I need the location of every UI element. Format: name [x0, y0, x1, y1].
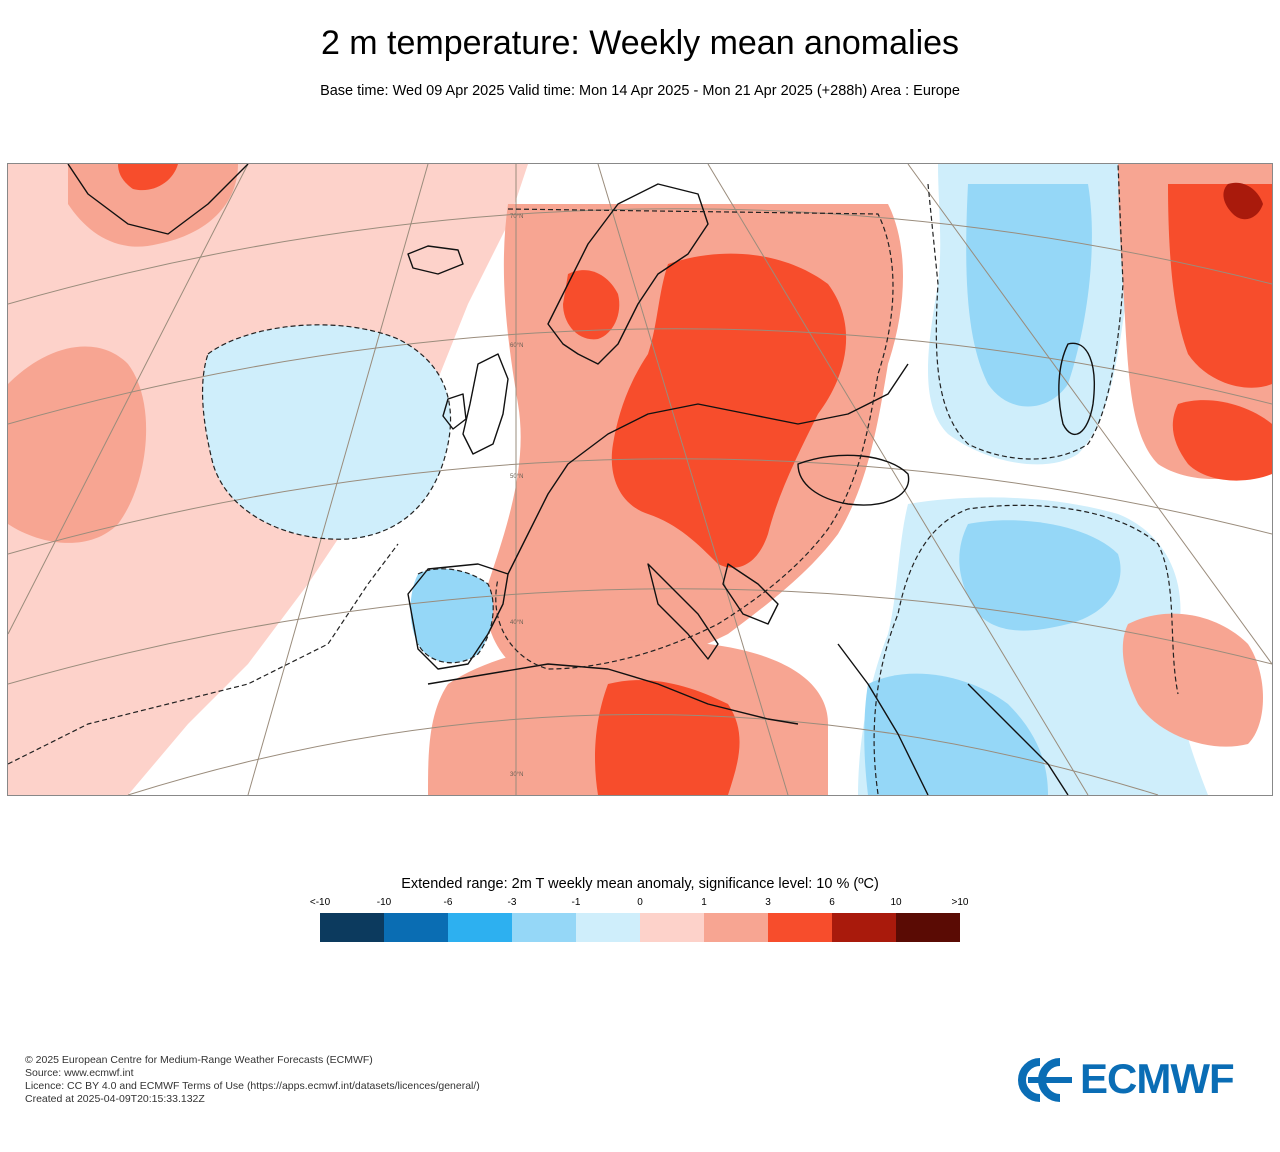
coastline-iberia	[407, 563, 509, 670]
anomaly-region-atlantic-central	[202, 324, 451, 540]
legend-swatch	[640, 913, 704, 942]
copyright-text: © 2025 European Centre for Medium-Range …	[25, 1054, 373, 1066]
significance-contour-iberia	[417, 568, 494, 664]
anomaly-region-kazakhstan	[1172, 400, 1272, 481]
legend-color-bar	[320, 913, 960, 942]
anomaly-region-arabia	[864, 673, 1048, 795]
legend-tick: 0	[637, 897, 643, 908]
graticule-lat-50	[8, 458, 1272, 555]
significance-contour-russia	[927, 164, 1124, 460]
lat-label-40n: 40°N	[510, 620, 523, 626]
legend-swatch	[832, 913, 896, 942]
ecmwf-logo: ECMWF	[1018, 1055, 1258, 1104]
graticule-lon-e60	[907, 164, 1272, 665]
coastline-ireland	[442, 393, 467, 430]
legend-tick: 1	[701, 897, 707, 908]
coastline-black-sea	[797, 454, 910, 506]
significance-contour-middle-east	[873, 504, 1179, 795]
legend-tick: >10	[951, 897, 969, 908]
legend-tick: -6	[443, 897, 453, 908]
anomaly-region-greenland	[68, 164, 238, 247]
anomaly-region-iberia	[410, 568, 494, 663]
legend-tick: 6	[829, 897, 835, 908]
legend-tick: -10	[376, 897, 392, 908]
coastline-caspian	[1058, 342, 1095, 436]
legend-swatch	[704, 913, 768, 942]
coastline-iceland	[407, 245, 464, 275]
legend-tick-labels: <-10 -10 -6 -3 -1 0 1 3 6 10 >10	[310, 897, 969, 911]
legend-swatch	[448, 913, 512, 942]
anomaly-region-north-africa	[595, 680, 740, 795]
legend-swatch	[320, 913, 384, 942]
coastline-scandinavia	[547, 183, 709, 365]
legend-tick: -3	[507, 897, 517, 908]
lat-label-30n: 30°N	[510, 772, 523, 778]
graticule-lon-w20	[247, 164, 429, 795]
anomaly-region-scandinavia	[563, 270, 620, 340]
coastline-levant-red-sea	[837, 643, 929, 795]
significance-contour-europe	[495, 208, 894, 670]
legend-swatch	[768, 913, 832, 942]
ecmwf-logo-icon	[1018, 1058, 1072, 1102]
legend-swatch	[576, 913, 640, 942]
graticule-lat-30	[127, 714, 1159, 795]
anomaly-region-midatlantic	[8, 346, 147, 543]
created-text: Created at 2025-04-09T20:15:33.132Z	[25, 1093, 205, 1105]
anomaly-region-greenland-core	[118, 164, 178, 191]
legend-swatch	[384, 913, 448, 942]
lat-label-70n: 70°N	[510, 214, 523, 220]
credits: © 2025 European Centre for Medium-Range …	[25, 1054, 480, 1106]
coastline-europe-mainland	[507, 363, 909, 575]
coastline-persian-gulf	[967, 683, 1069, 795]
graticule-lon-e40	[707, 164, 1089, 795]
map-title: 2 m temperature: Weekly mean anomalies	[320, 24, 960, 62]
legend-tick: 3	[765, 897, 771, 908]
coastline-balkans	[722, 563, 779, 625]
anomaly-region-siberia-extreme	[1223, 182, 1263, 220]
ecmwf-logo-text: ECMWF	[1080, 1055, 1235, 1102]
source-text: Source: www.ecmwf.int	[25, 1067, 134, 1079]
significance-contour-west	[8, 543, 399, 765]
legend-tick: <-10	[309, 897, 331, 908]
graticule-lat-60	[8, 328, 1272, 425]
graticule-lon-e20	[597, 164, 789, 795]
lat-label-60n: 60°N	[510, 343, 523, 349]
coastline-italy	[647, 563, 719, 660]
coastline-british-isles	[462, 353, 509, 455]
legend-swatch	[512, 913, 576, 942]
coastline-greenland	[67, 164, 249, 235]
anomaly-map[interactable]: 70°N 60°N 50°N 40°N 30°N	[7, 163, 1273, 796]
graticule-lat-40	[8, 588, 1272, 685]
legend-tick: 10	[890, 897, 902, 908]
legend-title: Extended range: 2m T weekly mean anomaly…	[401, 876, 879, 892]
legend-tick: -1	[571, 897, 581, 908]
anomaly-region-urals-core	[1168, 184, 1272, 388]
graticule-lon-w40	[8, 164, 249, 635]
map-subtitle: Base time: Wed 09 Apr 2025 Valid time: M…	[320, 83, 960, 99]
anomaly-region-caspian-south	[1122, 613, 1263, 747]
legend-swatch	[896, 913, 960, 942]
lat-label-50n: 50°N	[510, 474, 523, 480]
graticule-lat-70	[8, 208, 1272, 305]
anomaly-region-middle-east-core	[959, 520, 1121, 631]
licence-text: Licence: CC BY 4.0 and ECMWF Terms of Us…	[25, 1080, 480, 1092]
coastline-north-africa	[427, 663, 799, 725]
significance-contour-atlantic	[201, 324, 452, 540]
